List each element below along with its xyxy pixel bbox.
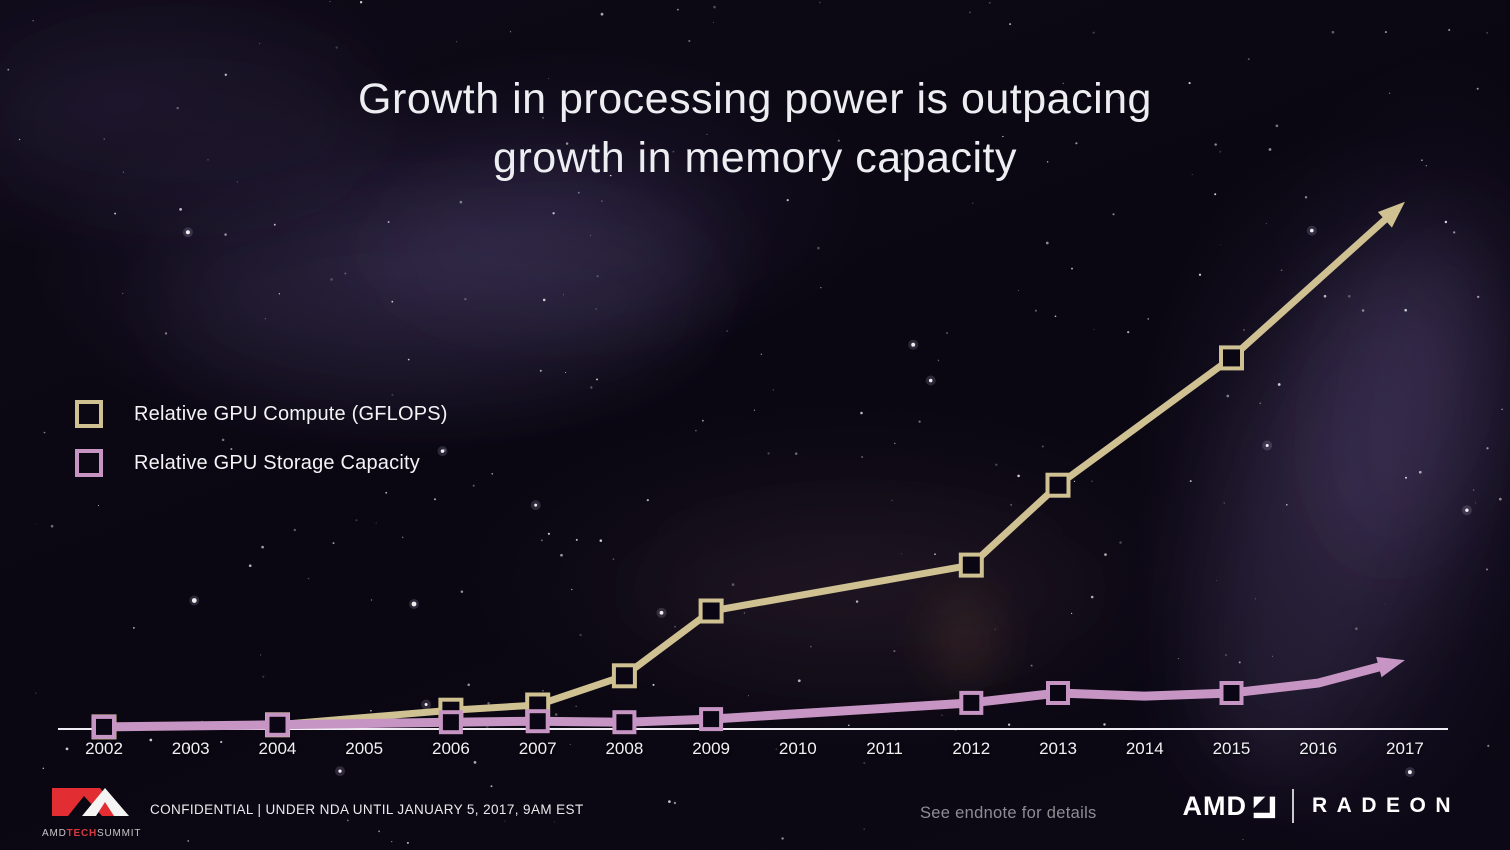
amd-tech-summit-wordmark: AMDTECHSUMMIT (42, 828, 142, 839)
storage-marker-2012 (959, 690, 984, 715)
slide-title: Growth in processing power is outpacing … (0, 70, 1510, 188)
title-line-2: growth in memory capacity (493, 134, 1017, 182)
storage-marker-2007 (525, 709, 550, 734)
compute-series-swatch-icon (75, 400, 103, 428)
brand-separator (1291, 789, 1294, 823)
logo-amd-text: AMD (42, 828, 67, 839)
storage-line (103, 659, 1392, 732)
amd-wordmark: AMD (1182, 790, 1247, 821)
legend-label-compute: Relative GPU Compute (GFLOPS) (134, 402, 448, 425)
title-line-1: Growth in processing power is outpacing (358, 75, 1152, 123)
storage-marker-2002 (92, 714, 116, 739)
compute-marker-2008 (611, 663, 637, 689)
logo-tech-text: TECH (66, 828, 98, 839)
amd-tech-summit-logo: AMDTECHSUMMIT (42, 780, 142, 839)
endnote-text: See endnote for details (920, 804, 1097, 822)
footer: AMDTECHSUMMIT CONFIDENTIAL | UNDER NDA U… (0, 778, 1510, 850)
compute-marker-2013 (1045, 472, 1071, 498)
legend-item-compute: Relative GPU Compute (GFLOPS) (75, 400, 448, 428)
chart-legend: Relative GPU Compute (GFLOPS) Relative G… (75, 400, 448, 498)
storage-arrowhead-icon (1376, 656, 1405, 678)
nebula-clouds (0, 30, 1510, 780)
compute-marker-2012 (958, 552, 984, 578)
storage-marker-2015 (1219, 681, 1244, 705)
amd-tech-summit-mark-icon (52, 788, 129, 816)
storage-marker-2004 (265, 712, 290, 737)
storage-series-swatch-icon (75, 449, 103, 477)
radeon-wordmark: RADEON (1311, 794, 1460, 817)
amd-radeon-lockup: AMD RADEON (1182, 786, 1460, 826)
compute-marker-2015 (1219, 345, 1244, 371)
storage-marker-2013 (1046, 681, 1070, 705)
logo-summit-text: SUMMIT (97, 828, 142, 839)
storage-marker-2008 (612, 710, 637, 735)
compute-marker-2009 (698, 598, 724, 624)
amd-arrow-icon (1253, 796, 1276, 818)
storage-marker-2006 (438, 710, 463, 735)
legend-item-storage: Relative GPU Storage Capacity (75, 449, 448, 477)
compute-arrowhead-icon (1377, 201, 1405, 228)
confidential-notice: CONFIDENTIAL | UNDER NDA UNTIL JANUARY 5… (150, 802, 584, 817)
legend-label-storage: Relative GPU Storage Capacity (134, 451, 420, 474)
stars (7, 0, 1503, 844)
storage-marker-2009 (699, 707, 724, 732)
compute-line (103, 209, 1397, 731)
